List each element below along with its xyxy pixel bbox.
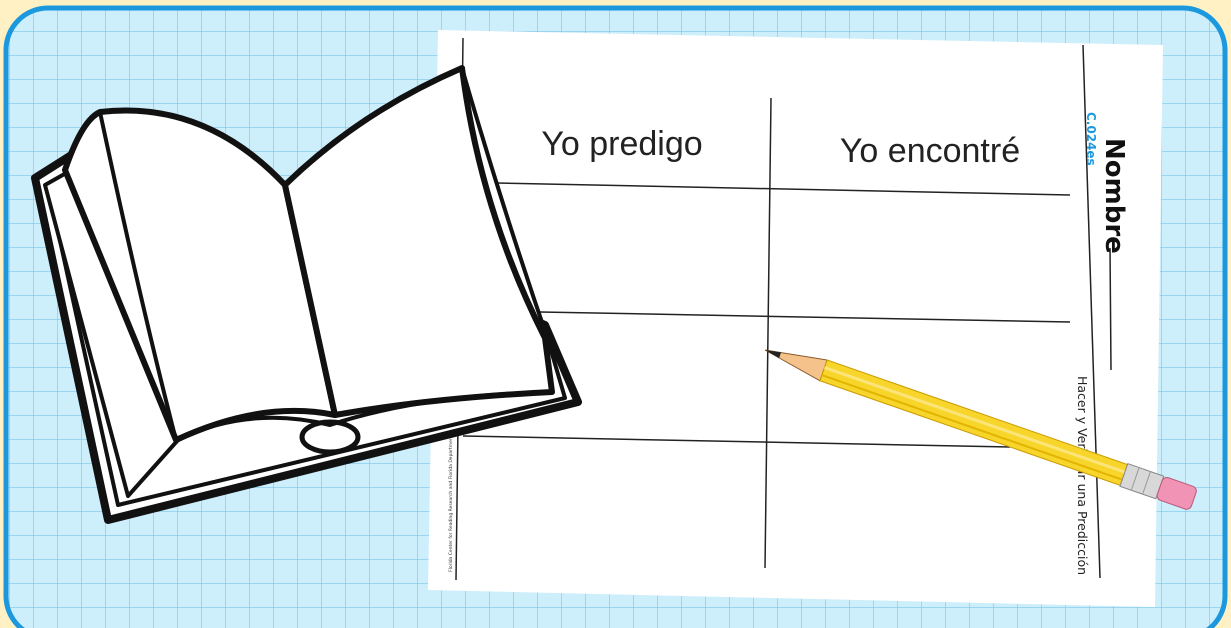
footer: Florida Center for Reading Research and … xyxy=(448,370,454,572)
code: C.024es xyxy=(1084,112,1098,166)
paper xyxy=(428,30,1163,607)
pencil xyxy=(764,349,1197,510)
worksheet: Yo predigo Yo encontré Nombre C.024es Ha… xyxy=(428,30,1163,607)
activity-title: Hacer y Verificar una Predicción xyxy=(1075,376,1090,575)
name-label: Nombre xyxy=(1099,138,1129,254)
column-header: Yo encontré xyxy=(840,132,1020,170)
book xyxy=(31,65,582,524)
column-header: Yo predigo xyxy=(541,125,702,163)
